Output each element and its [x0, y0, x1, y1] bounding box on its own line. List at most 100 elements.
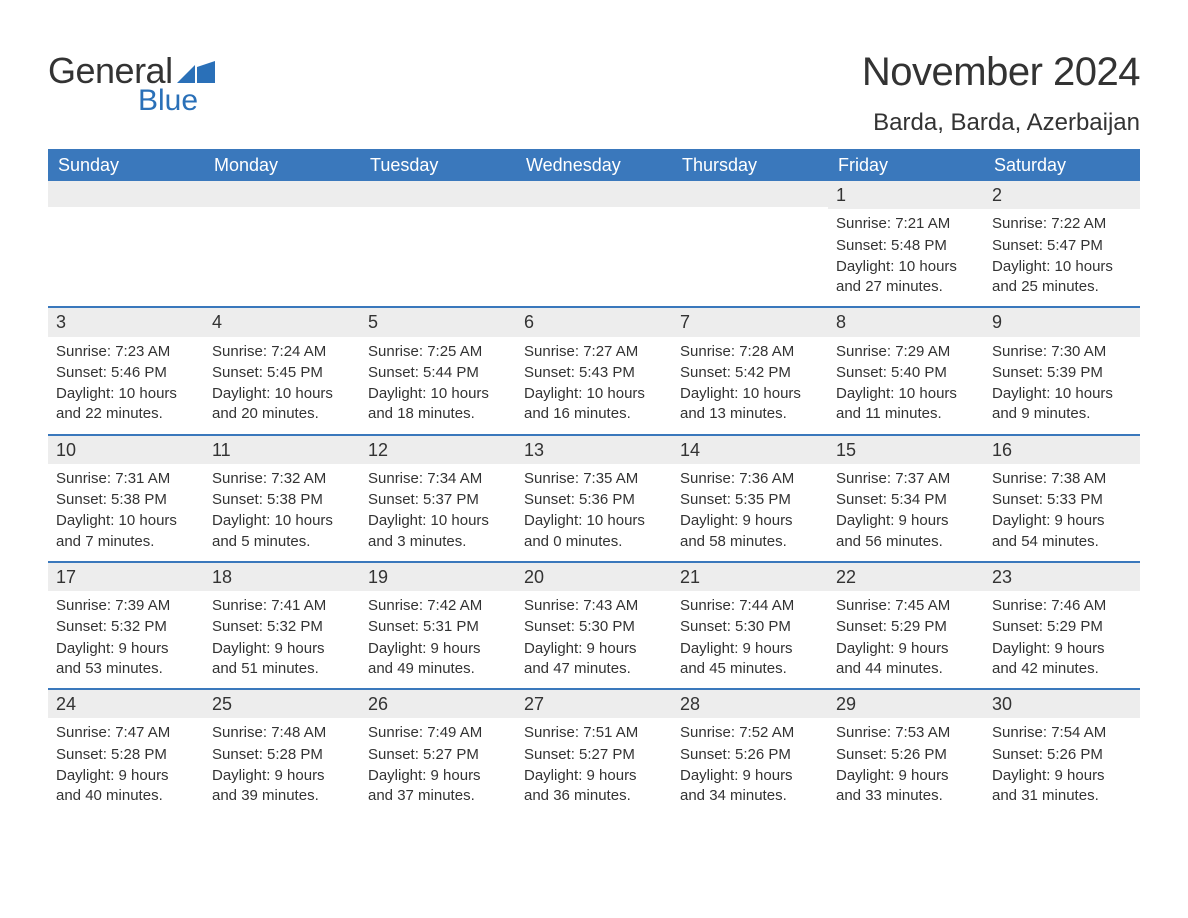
day-cell: 15 Sunrise: 7:37 AMSunset: 5:34 PMDayligh…	[828, 436, 984, 561]
empty-daynum-bar	[204, 181, 360, 207]
day-cell: 1Sunrise: 7:21 AMSunset: 5:48 PMDaylight…	[828, 181, 984, 306]
daylight-line: Daylight: 10 hours and 18 minutes.	[368, 384, 508, 425]
day-body: Sunrise: 7:38 AMSunset: 5:33 PMDaylight:…	[984, 464, 1140, 561]
sunrise-line: Sunrise: 7:31 AM	[56, 469, 196, 489]
week-row: 3Sunrise: 7:23 AMSunset: 5:46 PMDaylight…	[48, 306, 1140, 433]
day-cell: 18Sunrise: 7:41 AMSunset: 5:32 PMDayligh…	[204, 563, 360, 688]
header: General Blue November 2024 Barda, Barda,…	[48, 50, 1140, 137]
sunset-line: Sunset: 5:39 PM	[992, 363, 1132, 383]
weekday-header-row: SundayMondayTuesdayWednesdayThursdayFrid…	[48, 149, 1140, 181]
sunset-line: Sunset: 5:43 PM	[524, 363, 664, 383]
day-body: Sunrise: 7:28 AMSunset: 5:42 PMDaylight:…	[672, 337, 828, 434]
sunset-line: Sunset: 5:30 PM	[680, 617, 820, 637]
sunrise-line: Sunrise: 7:54 AM	[992, 723, 1132, 743]
day-cell: 16Sunrise: 7:38 AMSunset: 5:33 PMDayligh…	[984, 436, 1140, 561]
day-number: 13	[516, 436, 672, 464]
sunset-line: Sunset: 5:37 PM	[368, 490, 508, 510]
sunset-line: Sunset: 5:33 PM	[992, 490, 1132, 510]
sunset-line: Sunset: 5:26 PM	[836, 745, 976, 765]
day-cell: 14Sunrise: 7:36 AMSunset: 5:35 PMDayligh…	[672, 436, 828, 561]
day-cell: 4Sunrise: 7:24 AMSunset: 5:45 PMDaylight…	[204, 308, 360, 433]
daylight-line: Daylight: 9 hours and 39 minutes.	[212, 766, 352, 807]
day-body: Sunrise: 7:34 AMSunset: 5:37 PMDaylight:…	[360, 464, 516, 561]
day-number: 25	[204, 690, 360, 718]
calendar-page: General Blue November 2024 Barda, Barda,…	[0, 0, 1188, 918]
daylight-line: Daylight: 10 hours and 16 minutes.	[524, 384, 664, 425]
sunset-line: Sunset: 5:27 PM	[524, 745, 664, 765]
day-cell: 10Sunrise: 7:31 AMSunset: 5:38 PMDayligh…	[48, 436, 204, 561]
day-cell: 5Sunrise: 7:25 AMSunset: 5:44 PMDaylight…	[360, 308, 516, 433]
week-row: 10Sunrise: 7:31 AMSunset: 5:38 PMDayligh…	[48, 434, 1140, 561]
sunrise-line: Sunrise: 7:23 AM	[56, 342, 196, 362]
sunset-line: Sunset: 5:42 PM	[680, 363, 820, 383]
sunrise-line: Sunrise: 7:27 AM	[524, 342, 664, 362]
empty-day-cell	[204, 181, 360, 306]
day-cell: 24Sunrise: 7:47 AMSunset: 5:28 PMDayligh…	[48, 690, 204, 815]
sunset-line: Sunset: 5:36 PM	[524, 490, 664, 510]
sunrise-line: Sunrise: 7:51 AM	[524, 723, 664, 743]
day-number: 6	[516, 308, 672, 336]
day-number: 23	[984, 563, 1140, 591]
daylight-line: Daylight: 9 hours and 53 minutes.	[56, 639, 196, 680]
day-number: 18	[204, 563, 360, 591]
daylight-line: Daylight: 10 hours and 25 minutes.	[992, 257, 1132, 298]
sunrise-line: Sunrise: 7:37 AM	[836, 469, 976, 489]
day-cell: 12Sunrise: 7:34 AMSunset: 5:37 PMDayligh…	[360, 436, 516, 561]
sunset-line: Sunset: 5:38 PM	[56, 490, 196, 510]
sunrise-line: Sunrise: 7:34 AM	[368, 469, 508, 489]
sunrise-line: Sunrise: 7:28 AM	[680, 342, 820, 362]
weekday-header: Wednesday	[516, 155, 672, 176]
day-cell: 27Sunrise: 7:51 AMSunset: 5:27 PMDayligh…	[516, 690, 672, 815]
sunset-line: Sunset: 5:31 PM	[368, 617, 508, 637]
sunrise-line: Sunrise: 7:43 AM	[524, 596, 664, 616]
day-body: Sunrise: 7:32 AMSunset: 5:38 PMDaylight:…	[204, 464, 360, 561]
day-cell: 30Sunrise: 7:54 AMSunset: 5:26 PMDayligh…	[984, 690, 1140, 815]
day-body: Sunrise: 7:41 AMSunset: 5:32 PMDaylight:…	[204, 591, 360, 688]
day-body: Sunrise: 7:47 AMSunset: 5:28 PMDaylight:…	[48, 718, 204, 815]
day-cell: 28Sunrise: 7:52 AMSunset: 5:26 PMDayligh…	[672, 690, 828, 815]
daylight-line: Daylight: 10 hours and 5 minutes.	[212, 511, 352, 552]
daylight-line: Daylight: 9 hours and 33 minutes.	[836, 766, 976, 807]
daylight-line: Daylight: 9 hours and 44 minutes.	[836, 639, 976, 680]
day-body: Sunrise: 7:43 AMSunset: 5:30 PMDaylight:…	[516, 591, 672, 688]
sunrise-line: Sunrise: 7:42 AM	[368, 596, 508, 616]
title-block: November 2024 Barda, Barda, Azerbaijan	[862, 50, 1140, 137]
day-body: Sunrise: 7:45 AMSunset: 5:29 PMDaylight:…	[828, 591, 984, 688]
sunset-line: Sunset: 5:29 PM	[836, 617, 976, 637]
day-cell: 25Sunrise: 7:48 AMSunset: 5:28 PMDayligh…	[204, 690, 360, 815]
sunrise-line: Sunrise: 7:32 AM	[212, 469, 352, 489]
daylight-line: Daylight: 9 hours and 42 minutes.	[992, 639, 1132, 680]
sunrise-line: Sunrise: 7:30 AM	[992, 342, 1132, 362]
sunrise-line: Sunrise: 7:41 AM	[212, 596, 352, 616]
day-number: 9	[984, 308, 1140, 336]
daylight-line: Daylight: 9 hours and 54 minutes.	[992, 511, 1132, 552]
sunset-line: Sunset: 5:38 PM	[212, 490, 352, 510]
day-body: Sunrise: 7:27 AMSunset: 5:43 PMDaylight:…	[516, 337, 672, 434]
day-body: Sunrise: 7:22 AMSunset: 5:47 PMDaylight:…	[984, 209, 1140, 306]
day-body: Sunrise: 7:24 AMSunset: 5:45 PMDaylight:…	[204, 337, 360, 434]
day-number: 19	[360, 563, 516, 591]
sunrise-line: Sunrise: 7:39 AM	[56, 596, 196, 616]
sunset-line: Sunset: 5:34 PM	[836, 490, 976, 510]
day-cell: 2Sunrise: 7:22 AMSunset: 5:47 PMDaylight…	[984, 181, 1140, 306]
day-number: 5	[360, 308, 516, 336]
day-cell: 11Sunrise: 7:32 AMSunset: 5:38 PMDayligh…	[204, 436, 360, 561]
weekday-header: Monday	[204, 155, 360, 176]
sunrise-line: Sunrise: 7:49 AM	[368, 723, 508, 743]
day-number: 15	[828, 436, 984, 464]
day-cell: 21Sunrise: 7:44 AMSunset: 5:30 PMDayligh…	[672, 563, 828, 688]
day-cell: 9Sunrise: 7:30 AMSunset: 5:39 PMDaylight…	[984, 308, 1140, 433]
empty-daynum-bar	[672, 181, 828, 207]
daylight-line: Daylight: 9 hours and 56 minutes.	[836, 511, 976, 552]
day-number: 29	[828, 690, 984, 718]
daylight-line: Daylight: 10 hours and 13 minutes.	[680, 384, 820, 425]
empty-daynum-bar	[360, 181, 516, 207]
sunset-line: Sunset: 5:48 PM	[836, 236, 976, 256]
day-number: 4	[204, 308, 360, 336]
weekday-header: Thursday	[672, 155, 828, 176]
weekday-header: Sunday	[48, 155, 204, 176]
empty-day-cell	[672, 181, 828, 306]
sunset-line: Sunset: 5:47 PM	[992, 236, 1132, 256]
sunset-line: Sunset: 5:40 PM	[836, 363, 976, 383]
day-cell: 22Sunrise: 7:45 AMSunset: 5:29 PMDayligh…	[828, 563, 984, 688]
